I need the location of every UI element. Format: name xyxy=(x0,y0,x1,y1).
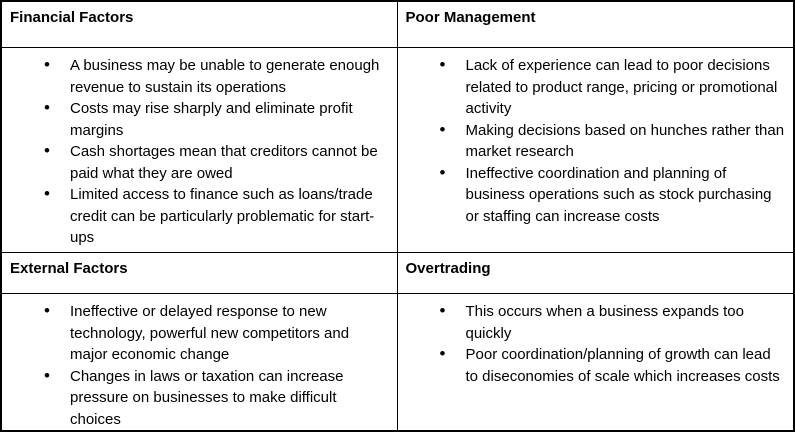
header-cell-financial-factors: Financial Factors xyxy=(2,2,398,48)
content-cell-overtrading: This occurs when a business expands too … xyxy=(398,294,794,430)
bullet-list-external-factors: Ineffective or delayed response to new t… xyxy=(2,300,391,431)
header-cell-overtrading: Overtrading xyxy=(397,253,793,294)
section-title: Financial Factors xyxy=(10,9,134,26)
bullet-item: Costs may rise sharply and eliminate pro… xyxy=(42,97,391,141)
bullet-item: This occurs when a business expands too … xyxy=(438,300,788,344)
bullet-list-financial-factors: A business may be unable to generate eno… xyxy=(2,54,391,249)
section-title: Poor Management xyxy=(405,9,536,26)
bullet-list-overtrading: This occurs when a business expands too … xyxy=(398,300,788,387)
section-title: External Factors xyxy=(10,260,128,277)
header-cell-external-factors: External Factors xyxy=(2,253,398,294)
bullet-item: Ineffective coordination and planning of… xyxy=(438,162,788,228)
bullet-item: Changes in laws or taxation can increase… xyxy=(42,365,391,431)
bullet-item: Lack of experience can lead to poor deci… xyxy=(438,54,788,120)
section-title: Overtrading xyxy=(405,260,491,277)
bullet-item: Ineffective or delayed response to new t… xyxy=(42,300,391,366)
bullet-item: Making decisions based on hunches rather… xyxy=(438,119,788,163)
bullet-item: Cash shortages mean that creditors canno… xyxy=(42,140,391,184)
bullet-item: A business may be unable to generate eno… xyxy=(42,54,391,98)
bullet-list-poor-management: Lack of experience can lead to poor deci… xyxy=(398,54,788,228)
content-cell-poor-management: Lack of experience can lead to poor deci… xyxy=(397,48,793,253)
header-cell-poor-management: Poor Management xyxy=(397,2,793,48)
bullet-item: Limited access to finance such as loans/… xyxy=(42,183,391,249)
content-cell-financial-factors: A business may be unable to generate eno… xyxy=(2,48,398,253)
content-cell-external-factors: Ineffective or delayed response to new t… xyxy=(2,294,398,430)
bullet-item: Poor coordination/planning of growth can… xyxy=(438,343,788,387)
